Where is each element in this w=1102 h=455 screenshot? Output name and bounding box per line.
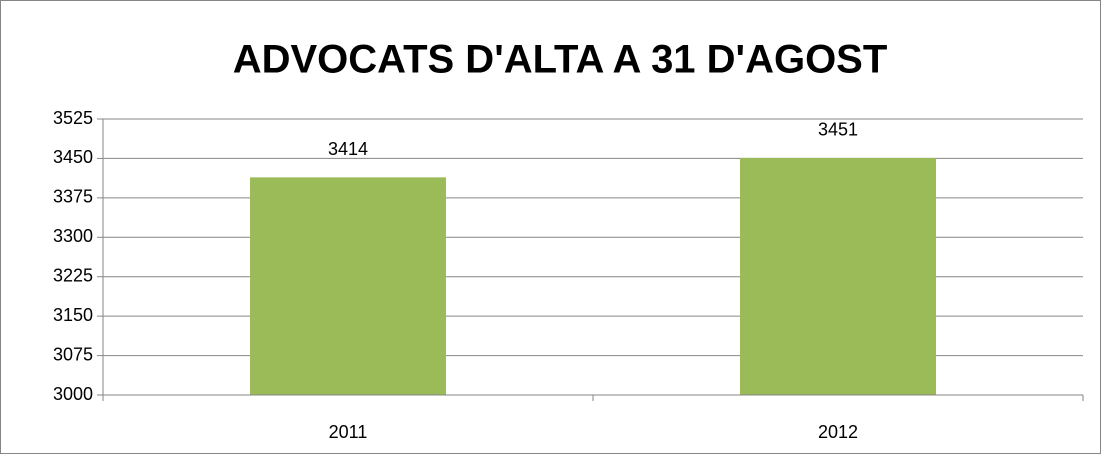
data-label: 3414 [328,139,368,159]
y-tick-label: 3300 [53,226,93,246]
y-tick-label: 3150 [53,305,93,325]
y-tick-label: 3225 [53,265,93,285]
chart-title: ADVOCATS D'ALTA A 31 D'AGOST [233,38,888,82]
y-tick-label: 3000 [53,384,93,404]
y-tick-label: 3525 [53,108,93,128]
y-tick-label: 3375 [53,187,93,207]
bar [250,177,446,395]
data-label: 3451 [818,120,858,140]
y-tick-label: 3450 [53,147,93,167]
x-tick-label: 2011 [329,422,368,442]
bar [740,157,936,395]
y-tick-label: 3075 [53,344,93,364]
x-tick-label: 2012 [818,422,858,442]
